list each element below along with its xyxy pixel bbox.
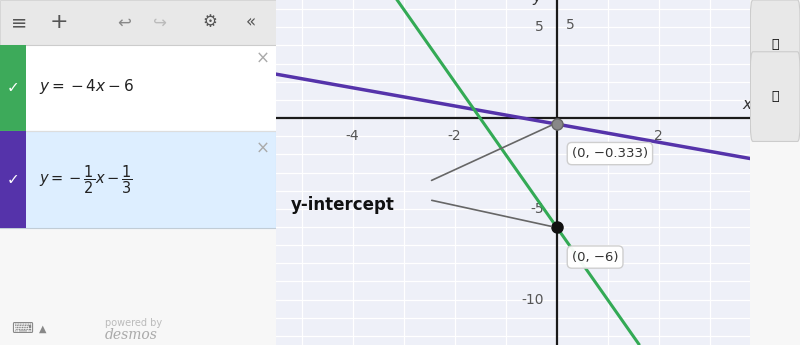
Text: ≡: ≡ — [11, 13, 27, 32]
Text: ↪: ↪ — [153, 13, 167, 31]
Text: 5: 5 — [535, 20, 544, 34]
Text: ✓: ✓ — [6, 80, 19, 96]
Text: (0, −0.333): (0, −0.333) — [572, 147, 648, 160]
Text: -4: -4 — [346, 129, 359, 143]
Text: desmos: desmos — [105, 328, 158, 342]
Text: -2: -2 — [448, 129, 462, 143]
Text: ↩: ↩ — [118, 13, 131, 31]
Text: ⚙: ⚙ — [202, 13, 217, 31]
Text: 🏠: 🏠 — [771, 90, 779, 103]
Text: 🔧: 🔧 — [771, 38, 779, 51]
Text: ×: × — [255, 50, 269, 68]
Text: x: x — [742, 97, 752, 112]
FancyBboxPatch shape — [750, 52, 800, 141]
Text: $y = -4x - 6$: $y = -4x - 6$ — [38, 77, 134, 97]
Text: $y = -\dfrac{1}{2}x - \dfrac{1}{3}$: $y = -\dfrac{1}{2}x - \dfrac{1}{3}$ — [38, 163, 133, 196]
Text: «: « — [246, 13, 256, 31]
FancyBboxPatch shape — [0, 45, 276, 131]
FancyBboxPatch shape — [0, 131, 26, 228]
FancyBboxPatch shape — [750, 0, 800, 90]
Text: ▲: ▲ — [38, 324, 46, 333]
Text: 5: 5 — [566, 18, 574, 32]
Text: y: y — [532, 0, 542, 6]
Text: powered by: powered by — [105, 318, 162, 327]
Text: -5: -5 — [530, 202, 544, 216]
Text: y-intercept: y-intercept — [291, 196, 395, 214]
FancyBboxPatch shape — [0, 0, 276, 45]
FancyBboxPatch shape — [0, 45, 26, 131]
Text: -10: -10 — [522, 293, 544, 307]
FancyBboxPatch shape — [0, 131, 276, 228]
Text: ✓: ✓ — [6, 172, 19, 187]
Text: ⌨: ⌨ — [11, 321, 33, 336]
Text: (0, −6): (0, −6) — [572, 250, 618, 264]
Text: 2: 2 — [654, 129, 663, 143]
Text: +: + — [50, 12, 68, 32]
Text: ×: × — [255, 139, 269, 157]
